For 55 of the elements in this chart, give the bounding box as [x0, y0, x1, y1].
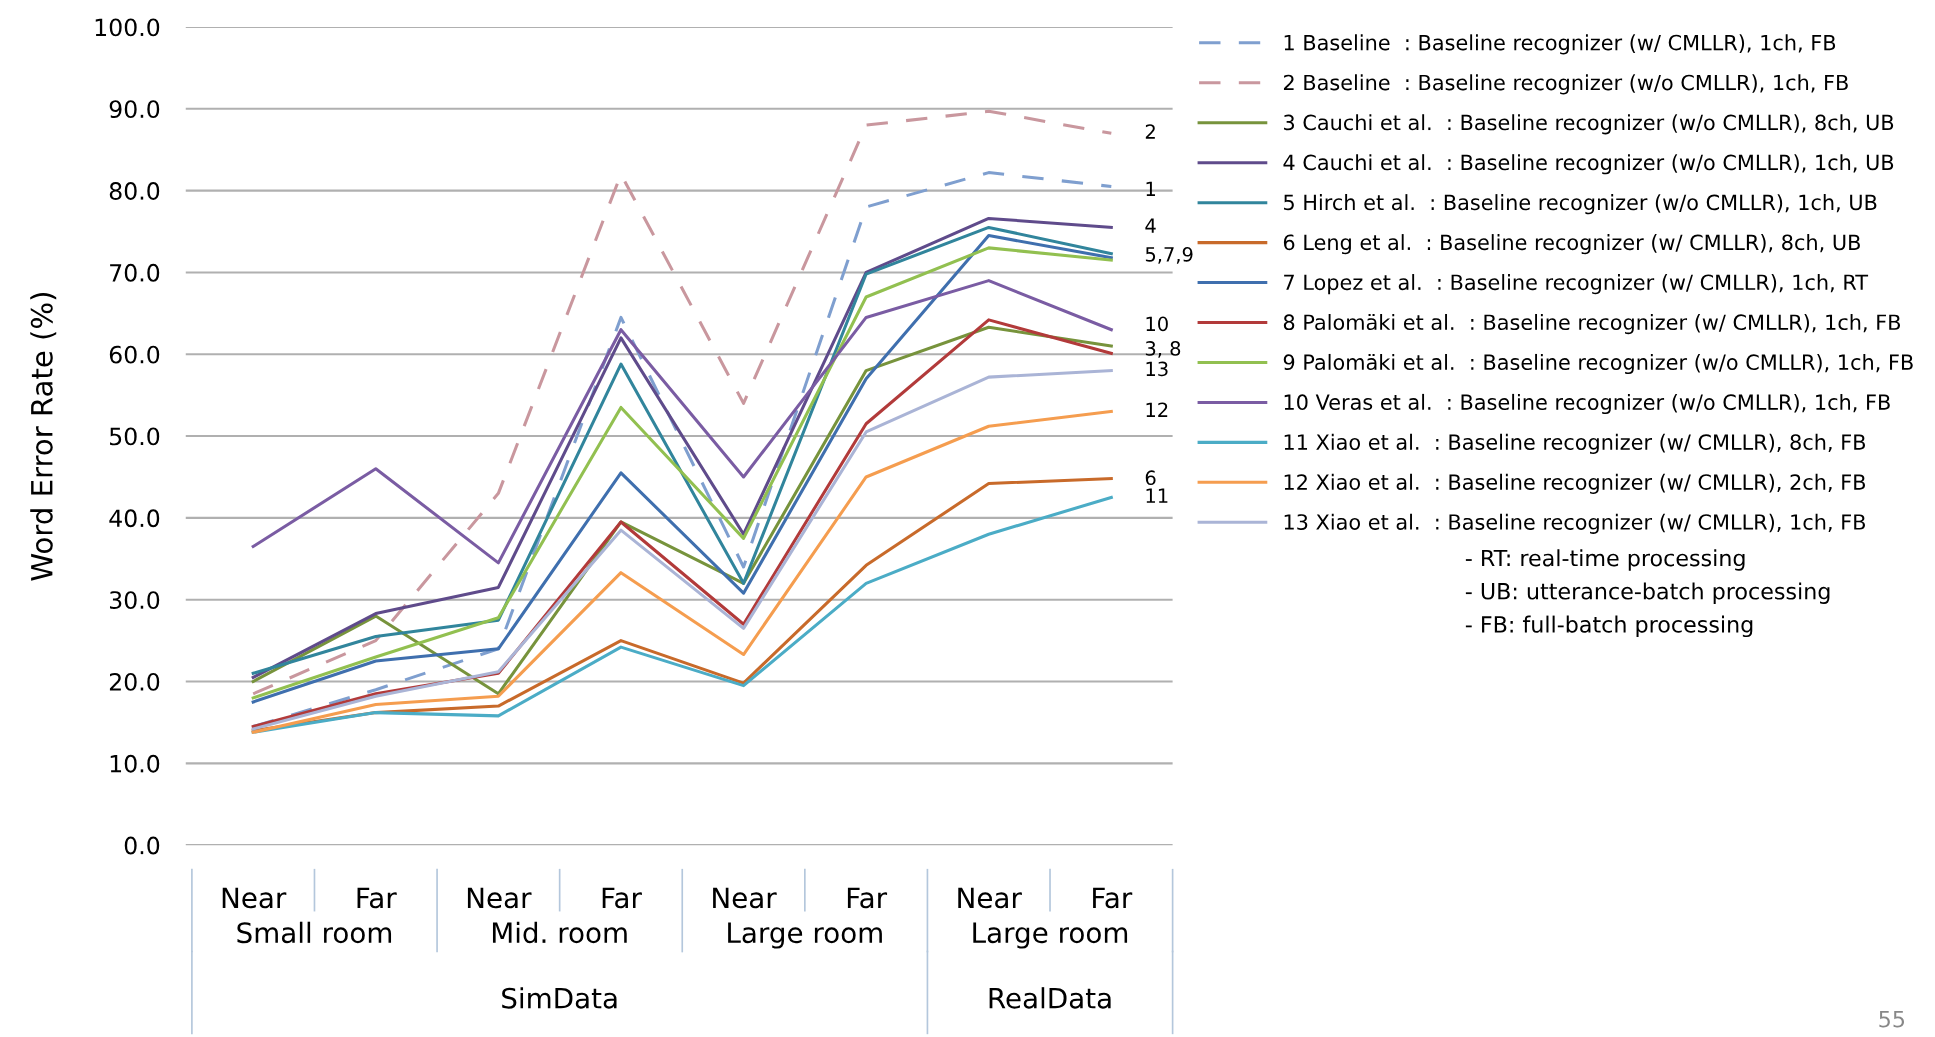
annotation: 13 — [1146, 361, 1168, 377]
x-tick-label: Far — [1093, 887, 1133, 909]
legend-label: 11 Xiao et al. : Baseline recognizer (w/ CMLLR), 8ch, FB — [1284, 433, 1865, 455]
x-tick-label: Far — [357, 887, 397, 909]
legend-label: 4 Cauchi et al. : Baseline recognizer (w/o CMLLR), 1ch, UB — [1283, 154, 1894, 175]
text: 55 — [1879, 1010, 1905, 1028]
legend-label: 9 Palomäki et al. : Baseline recognizer (w/o CMLLR), 1ch, FB — [1283, 353, 1913, 375]
legend-label: 10 Veras et al. : Baseline recognizer (w/o CMLLR), 1ch, FB — [1284, 393, 1890, 415]
annotation: 2 — [1145, 124, 1155, 139]
legend-label: 6 Leng et al. : Baseline recognizer (w/ CMLLR), 8ch, UB — [1283, 234, 1860, 255]
text: Large room — [973, 922, 1128, 949]
annotation: 5,7,9 — [1145, 246, 1193, 264]
y-tick-label: 30.0 — [109, 591, 160, 609]
y-tick-label: 0.0 — [124, 836, 160, 855]
text: - UB: utterance-batch processing — [1465, 582, 1830, 604]
line-series — [251, 109, 1113, 696]
y-tick-label: 90.0 — [109, 100, 160, 119]
x-tick-label: Near — [467, 887, 532, 909]
text: SimData — [502, 987, 617, 1009]
y-tick-label: 50.0 — [110, 427, 160, 446]
y-tick-label: 60.0 — [109, 345, 160, 364]
y-tick-label: 100.0 — [95, 18, 160, 37]
text: Mid. room — [492, 921, 627, 944]
legend-label: 13 Xiao et al. : Baseline recognizer (w/ CMLLR), 1ch, FB — [1284, 513, 1865, 534]
x-tick-label: Near — [222, 887, 287, 909]
y-tick-label: 10.0 — [110, 754, 160, 773]
text: - RT: real-time processing — [1465, 549, 1745, 571]
text: - FB: full-batch processing — [1465, 615, 1753, 638]
annotation: 6 — [1145, 470, 1156, 486]
annotation: 1 — [1146, 181, 1155, 196]
x-tick-label: Near — [958, 887, 1022, 909]
y-tick-label: 20.0 — [109, 672, 160, 691]
x-tick-label: Far — [602, 887, 642, 909]
y-axis-title: Word Error Rate (%) — [30, 292, 57, 581]
annotation: 12 — [1146, 402, 1168, 417]
annotation: 3, 8 — [1145, 341, 1181, 358]
x-tick-label: Near — [713, 887, 777, 909]
x-tick-label: Far — [847, 887, 888, 909]
text: Large room — [728, 922, 882, 949]
y-tick-label: 40.0 — [109, 509, 160, 528]
legend-label: 7 Lopez et al. : Baseline recognizer (w/ CMLLR), 1ch, RT — [1284, 274, 1869, 295]
legend-label: 8 Palomäki et al. : Baseline recognizer (w/ CMLLR), 1ch, FB — [1283, 313, 1901, 335]
y-tick-label: 80.0 — [109, 182, 160, 200]
legend-label: 2 Baseline : Baseline recognizer (w/o CMLLR), 1ch, FB — [1283, 74, 1848, 95]
annotation: 11 — [1146, 488, 1168, 503]
legend-label: 3 Cauchi et al. : Baseline recognizer (w/o CMLLR), 8ch, UB — [1284, 114, 1894, 135]
legend-label: 1 Baseline : Baseline recognizer (w/ CMLLR), 1ch, FB — [1284, 34, 1836, 55]
text: RealData — [989, 987, 1111, 1009]
legend-label: 5 Hirch et al. : Baseline recognizer (w/o CMLLR), 1ch, UB — [1284, 194, 1877, 215]
annotation: 4 — [1145, 218, 1156, 233]
y-tick-label: 70.0 — [110, 263, 160, 282]
legend-label: 12 Xiao et al. : Baseline recognizer (w/ CMLLR), 2ch, FB — [1284, 473, 1865, 494]
text: Small room — [237, 921, 392, 944]
annotation: 10 — [1146, 316, 1168, 332]
line-series — [251, 279, 1113, 565]
